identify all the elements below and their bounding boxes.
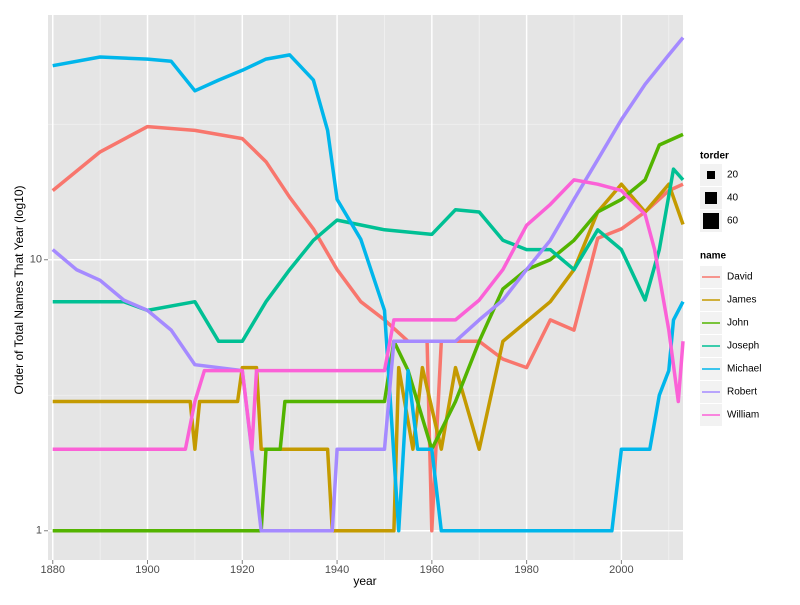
legend-label: Michael [727,364,761,375]
series-line [52,132,684,533]
legend-label: John [727,318,749,329]
series-line [51,36,685,533]
x-axis-label: year [353,574,376,588]
legend-label: James [727,295,756,306]
x-tick-label: 1880 [40,564,64,576]
legend-label: Robert [727,387,757,398]
size-legend-label: 20 [727,170,739,181]
x-tick-label: 1980 [514,564,538,576]
series-line [52,178,685,451]
x-tick-label: 1960 [420,564,444,576]
size-legend-label: 40 [727,193,739,204]
x-tick-label: 2000 [609,564,633,576]
size-key [705,192,717,204]
y-axis-label: Order of Total Names That Year (log10) [12,185,26,394]
size-legend-label: 60 [727,216,739,227]
y-tick-label: 1 [36,525,42,537]
legend-label: Joseph [727,341,759,352]
legend-label: David [727,272,753,283]
x-tick-label: 1940 [325,564,349,576]
legend-title: name [700,251,727,262]
series-line [52,53,685,533]
series-line [52,167,685,344]
y-tick-label: 10 [30,254,42,266]
x-tick-label: 1900 [135,564,159,576]
panel [48,15,683,560]
x-tick-label: 1920 [230,564,254,576]
size-key [707,171,715,179]
legend-label: William [727,410,759,421]
size-legend-title: torder [700,151,729,162]
size-key [703,213,719,229]
